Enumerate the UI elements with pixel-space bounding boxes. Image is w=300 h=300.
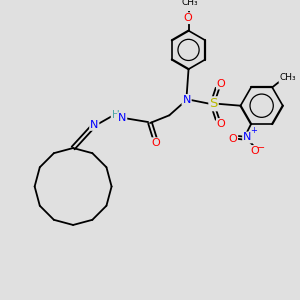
Text: O: O xyxy=(217,119,226,129)
Text: N: N xyxy=(90,120,98,130)
Text: O: O xyxy=(183,13,192,23)
Text: O: O xyxy=(228,134,237,144)
Text: N: N xyxy=(182,95,191,105)
Text: CH₃: CH₃ xyxy=(279,73,296,82)
Text: O: O xyxy=(250,146,259,156)
Text: H: H xyxy=(112,110,119,120)
Text: CH₃: CH₃ xyxy=(181,0,198,7)
Text: N: N xyxy=(118,113,126,123)
Text: +: + xyxy=(250,126,257,135)
Text: O: O xyxy=(152,138,160,148)
Text: O: O xyxy=(217,79,226,88)
Text: N: N xyxy=(243,133,251,142)
Text: −: − xyxy=(256,143,265,153)
Text: S: S xyxy=(209,97,218,110)
